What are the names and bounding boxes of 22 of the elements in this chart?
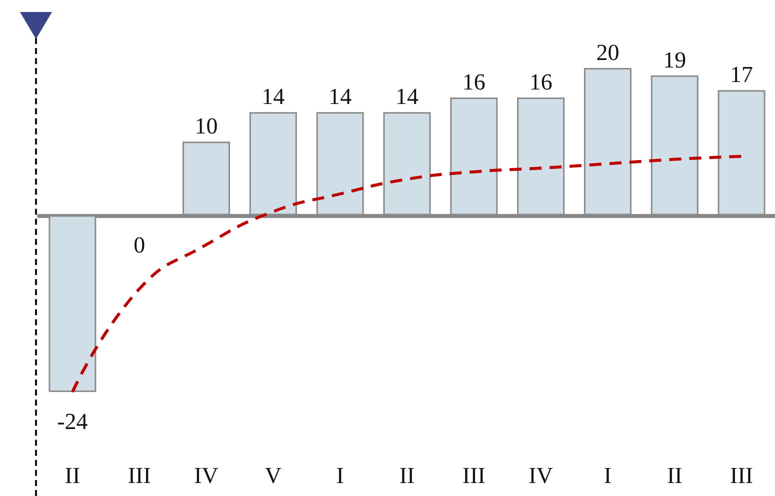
x-tick-label: IV <box>194 463 219 488</box>
x-tick-label: IV <box>528 463 554 488</box>
data-label: 10 <box>194 114 218 139</box>
data-label: 19 <box>663 47 686 72</box>
data-label: 16 <box>462 69 486 94</box>
data-label: 17 <box>730 62 754 88</box>
x-tick-label: V <box>264 463 282 488</box>
x-tick-label: I <box>604 463 612 488</box>
data-label: 14 <box>396 84 419 110</box>
x-tick-label: II <box>399 463 415 488</box>
x-tick-label: I <box>336 463 344 488</box>
x-tick-label: III <box>730 463 754 488</box>
x-tick-label: III <box>128 463 151 488</box>
data-label: 14 <box>328 84 352 110</box>
data-label: 20 <box>596 40 620 65</box>
x-tick-label: II <box>64 463 80 488</box>
x-tick-label: III <box>462 463 486 488</box>
x-tick-label: II <box>666 463 682 488</box>
data-label: 14 <box>262 84 286 110</box>
data-label: 16 <box>529 69 552 94</box>
data-label: -24 <box>57 409 88 434</box>
data-label: 0 <box>134 232 146 258</box>
